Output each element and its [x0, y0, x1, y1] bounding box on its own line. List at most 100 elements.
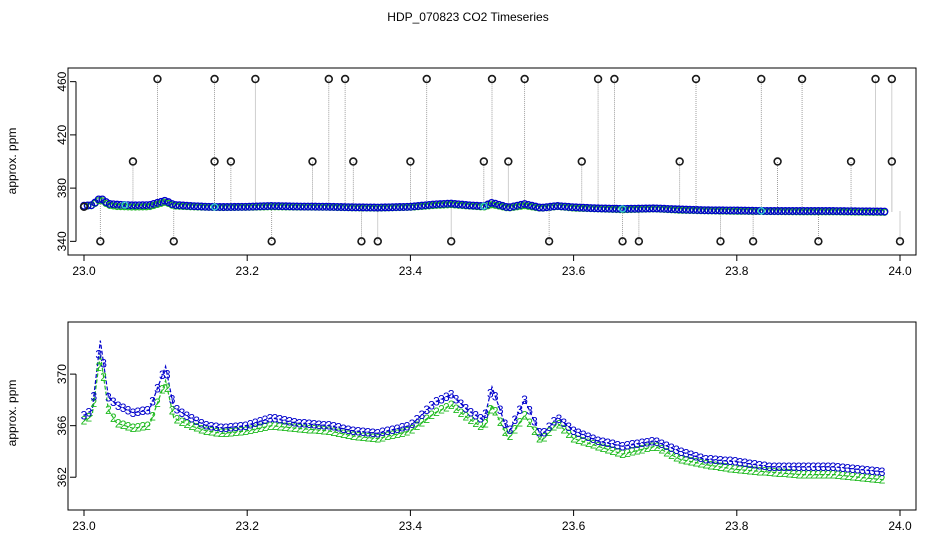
top-baseline-point-3	[469, 201, 478, 210]
series-3-marker: 3	[418, 408, 425, 422]
series-3-marker: 3	[844, 461, 851, 475]
top-baseline-point-3	[583, 203, 592, 212]
top-point-1	[324, 74, 333, 84]
series-3-marker: 3	[203, 419, 210, 433]
x-tick-label: 23.2	[236, 519, 260, 533]
top-baseline-point-3	[267, 202, 276, 210]
series-2-marker: 2	[761, 465, 768, 479]
top-baseline-point-3	[146, 200, 155, 209]
series-2-marker: 2	[418, 415, 425, 429]
series-3-marker: 3	[619, 439, 626, 453]
series-3-marker: 3	[325, 419, 332, 433]
top-baseline-point-3	[520, 200, 529, 209]
series-3-marker: 3	[360, 425, 367, 439]
top-point-1	[487, 74, 497, 84]
series-2-marker: 2	[502, 425, 509, 439]
series-3-marker: 3	[556, 412, 563, 426]
series-2-marker: 2	[247, 423, 254, 437]
top-baseline-point-3	[876, 207, 885, 216]
top-series-1-points	[79, 74, 905, 246]
series-3-marker: 3	[95, 348, 102, 362]
series-3-marker: 3	[864, 463, 871, 477]
series-3-marker: 3	[849, 462, 856, 476]
series-2-marker: 2	[531, 424, 538, 438]
y-tick-label: 366	[55, 415, 69, 435]
top-baseline-point-3	[450, 199, 459, 208]
series-2-marker: 2	[139, 420, 146, 434]
series-2-marker: 2	[120, 418, 127, 432]
series-3-marker: 3	[737, 455, 744, 469]
top-baseline-point-3	[384, 203, 393, 212]
series-3-marker: 3	[193, 414, 200, 428]
series-2-marker: 2	[722, 461, 729, 475]
series-3-marker: 3	[321, 418, 328, 432]
top-baseline-point-3	[458, 200, 467, 209]
top-baseline-point-3	[223, 203, 232, 211]
x-tick-label: 23.2	[236, 264, 260, 278]
series-3-marker: 3	[531, 415, 538, 429]
series-3-marker: 3	[766, 460, 773, 474]
chart-title: HDP_070823 CO2 Timeseries	[387, 10, 548, 24]
top-baseline-point-3	[755, 206, 764, 215]
top-baseline-point-3	[693, 206, 702, 214]
series-3-marker: 3	[159, 368, 166, 382]
series-3-marker: 3	[272, 412, 279, 426]
top-baseline-point-3	[208, 202, 217, 211]
top-baseline-point-3	[722, 206, 731, 215]
top-baseline-point-3	[865, 207, 874, 216]
series-3-marker: 3	[688, 448, 695, 462]
top-baseline-point-3	[149, 199, 158, 208]
series-3-marker: 3	[546, 420, 553, 434]
top-baseline-point-3	[744, 206, 753, 215]
top-baseline-point-3	[542, 203, 551, 212]
top-baseline-point-3	[428, 200, 437, 209]
bottom-series-markers: 2222222222222222222222222222222222222222…	[81, 348, 886, 487]
top-baseline-point-3	[678, 205, 687, 214]
top-baseline-point-3	[230, 202, 239, 211]
top-baseline-point-3	[748, 206, 757, 215]
series-3-marker: 3	[389, 423, 396, 437]
top-point-1	[96, 237, 105, 246]
top-baseline-point-3	[781, 207, 790, 215]
series-3-marker: 3	[120, 401, 127, 415]
top-baseline-point-3	[752, 206, 760, 215]
top-baseline-point-3	[182, 201, 191, 210]
series-2-marker: 2	[575, 433, 582, 447]
series-2-marker: 2	[135, 420, 142, 434]
top-point-1	[128, 157, 138, 166]
top-baseline-point-3	[432, 200, 441, 209]
top-baseline-point-3	[498, 201, 507, 210]
series-2-marker: 2	[609, 444, 616, 458]
top-baseline-point-3	[215, 203, 224, 211]
top-point-1	[593, 74, 603, 84]
series-2-marker: 2	[272, 419, 279, 433]
top-baseline-point-3	[201, 202, 210, 211]
series-3-marker: 3	[516, 403, 523, 417]
top-baseline-point-3	[179, 201, 188, 210]
top-baseline-point-3	[381, 203, 390, 212]
top-baseline-point-3	[597, 204, 606, 213]
top-baseline-point-3	[410, 202, 419, 211]
series-2-marker: 2	[649, 440, 656, 454]
top-point-1	[895, 237, 905, 246]
series-3-marker: 3	[820, 460, 827, 474]
series-2-marker: 2	[614, 445, 621, 459]
top-point-1	[887, 157, 897, 166]
series-3-marker: 3	[649, 435, 656, 449]
top-baseline-point-3	[726, 206, 735, 215]
top-baseline-point-3	[685, 205, 694, 214]
top-baseline-point-3	[550, 202, 558, 211]
top-baseline-point-3	[825, 207, 834, 215]
series-3-marker: 3	[742, 456, 749, 470]
top-point-1	[349, 157, 358, 166]
top-baseline-point-3	[594, 204, 603, 213]
series-2-marker: 2	[805, 468, 812, 482]
series-2-marker: 2	[115, 417, 122, 431]
series-3-marker: 3	[781, 460, 788, 474]
top-point-1	[675, 157, 684, 166]
top-baseline-point-3	[506, 203, 514, 212]
series-3-marker: 3	[507, 423, 514, 437]
series-3-marker: 3	[169, 392, 176, 406]
series-2-marker: 2	[183, 417, 190, 431]
series-2-marker: 2	[707, 458, 714, 472]
